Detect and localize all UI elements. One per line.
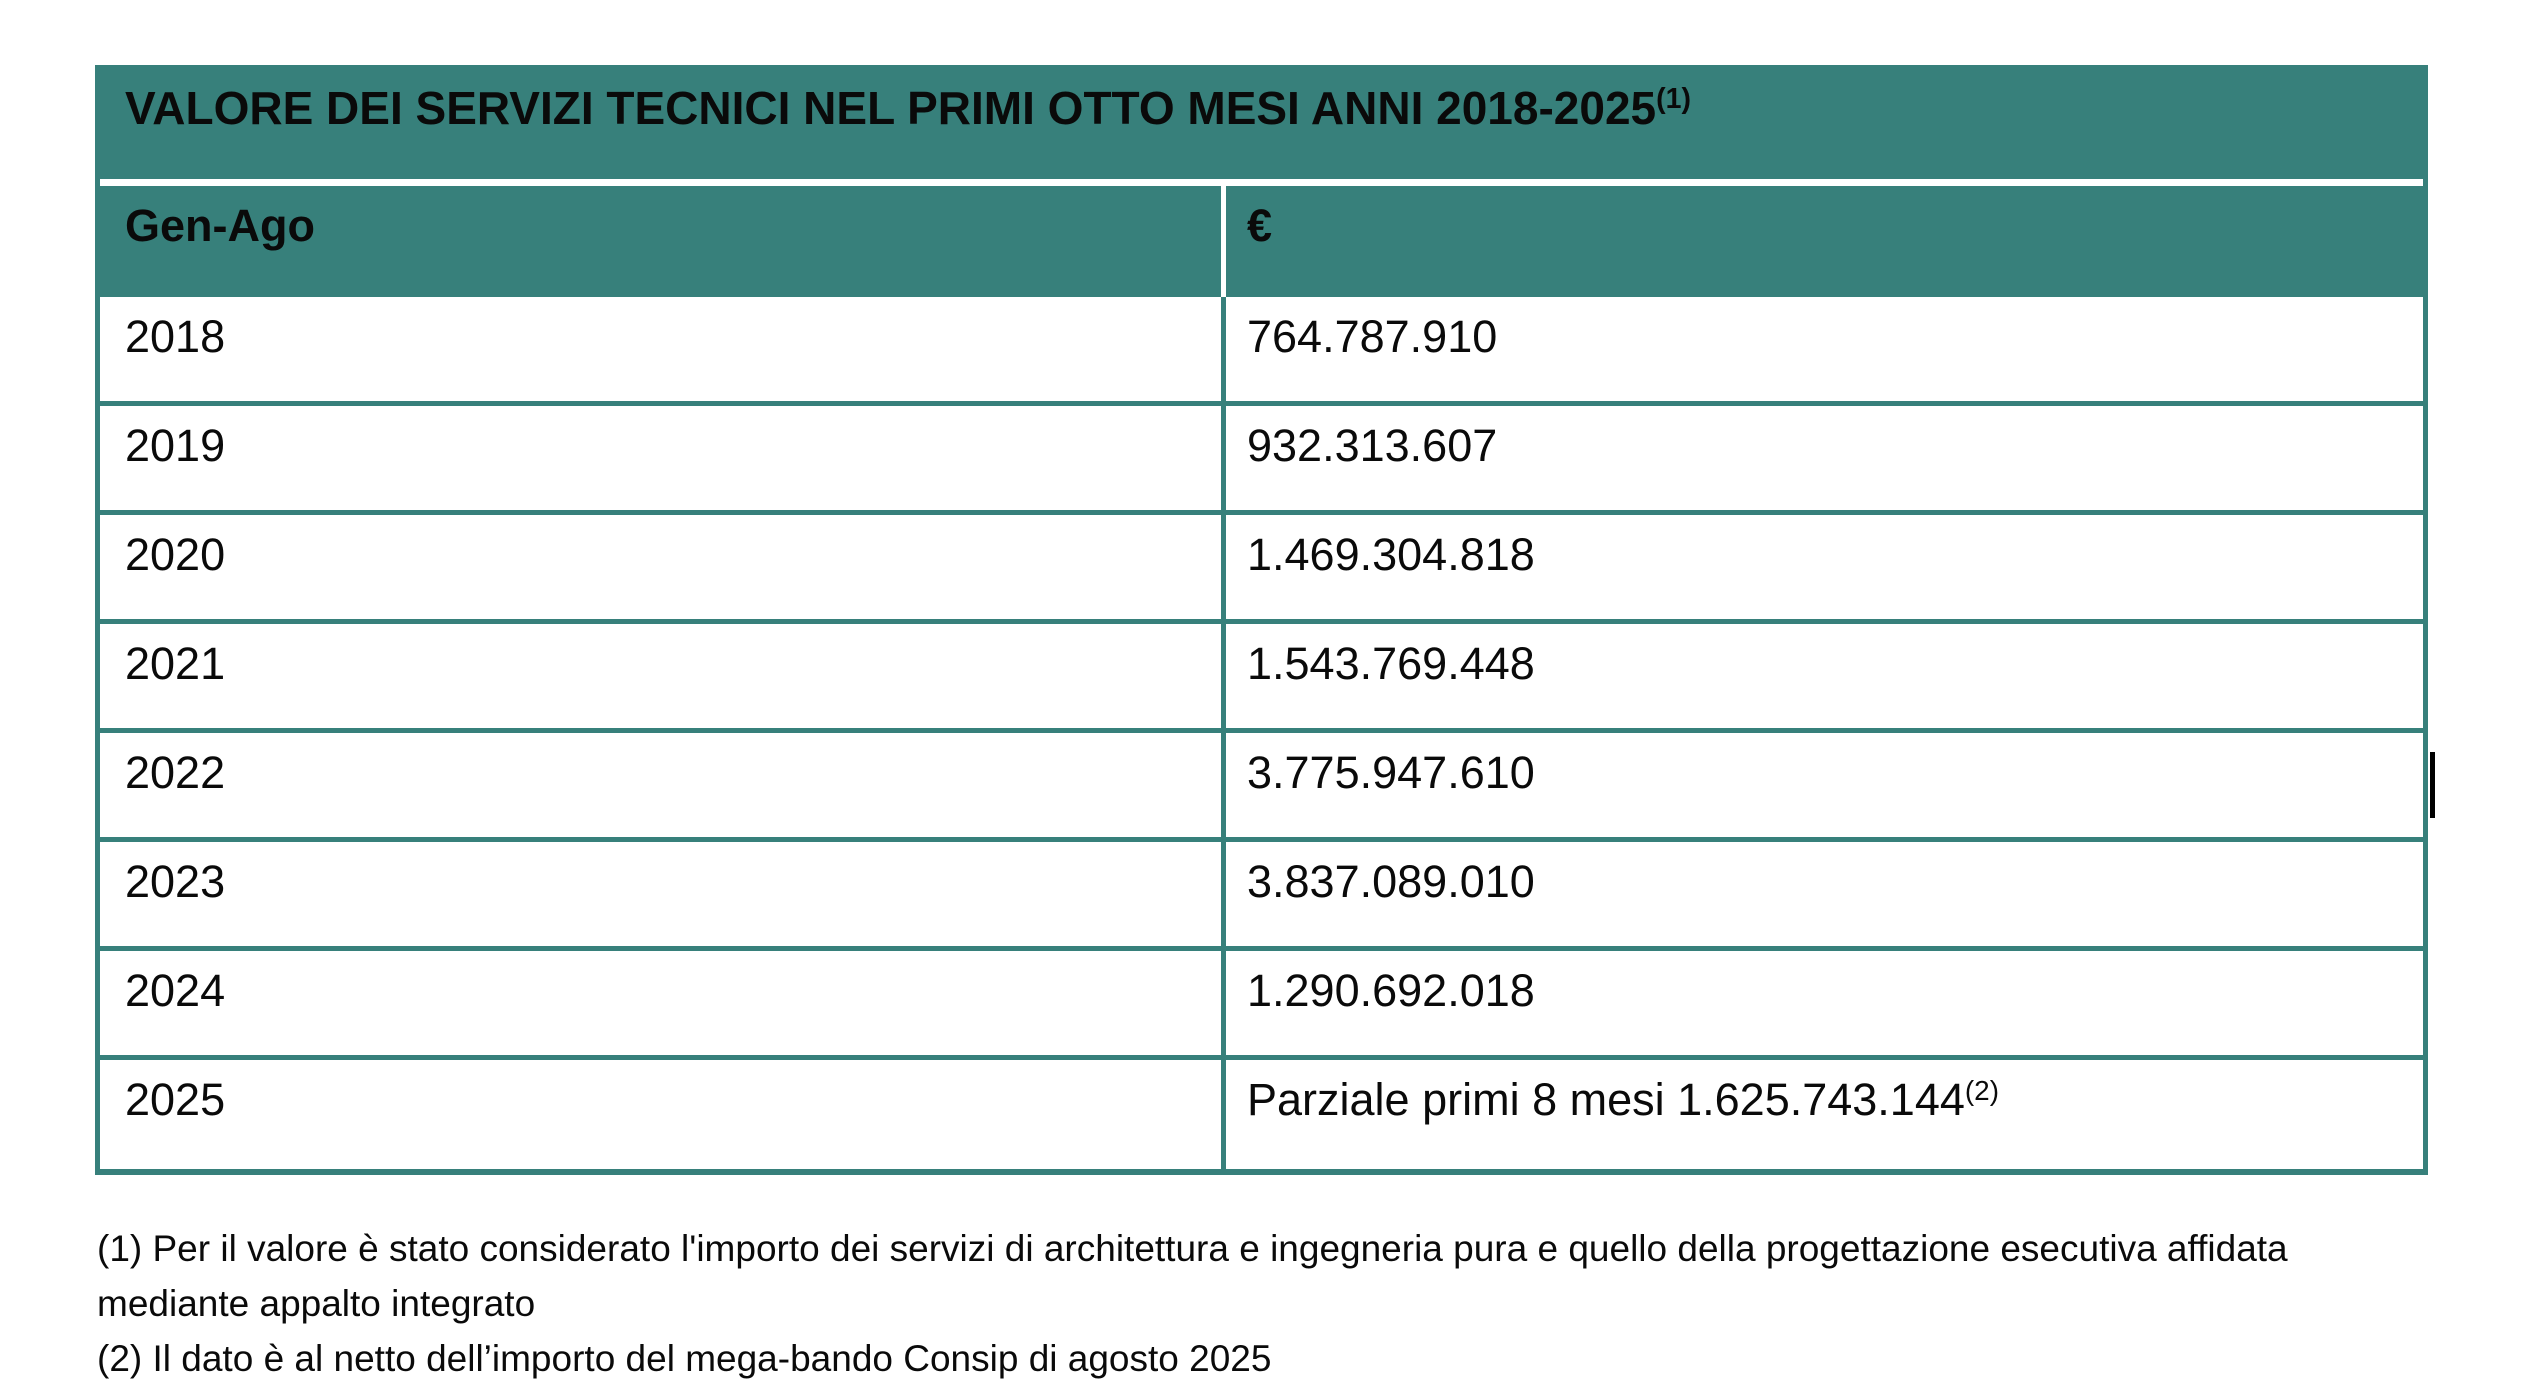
footnote-line[interactable]: (1) Per il valore è stato considerato l'… [97, 1228, 2288, 1269]
table-row: 2024 1.290.692.018 [100, 951, 2423, 1060]
table-title: VALORE DEI SERVIZI TECNICI NEL PRIMI OTT… [125, 82, 1657, 134]
cell-year[interactable]: 2023 [100, 842, 1226, 946]
cell-amount-text: Parziale primi 8 mesi 1.625.743.144 [1247, 1074, 1965, 1125]
footnote-line[interactable]: (2) Il dato è al netto dell’importo del … [97, 1338, 1272, 1379]
cell-year[interactable]: 2022 [100, 733, 1226, 837]
column-header-amount[interactable]: € [1247, 200, 1273, 251]
footnotes: (1) Per il valore è stato considerato l'… [97, 1221, 2288, 1382]
cell-year[interactable]: 2024 [100, 951, 1226, 1055]
cell-amount[interactable]: Parziale primi 8 mesi 1.625.743.144(2) [1226, 1060, 2423, 1169]
cell-year[interactable]: 2018 [100, 297, 1226, 401]
cell-year[interactable]: 2025 [100, 1060, 1226, 1169]
table-title-bar[interactable]: VALORE DEI SERVIZI TECNICI NEL PRIMI OTT… [100, 65, 2423, 179]
table-row: 2025 Parziale primi 8 mesi 1.625.743.144… [100, 1060, 2423, 1169]
table-row: 2023 3.837.089.010 [100, 842, 2423, 951]
cell-year[interactable]: 2019 [100, 406, 1226, 510]
cell-amount[interactable]: 764.787.910 [1247, 311, 1498, 362]
cell-year[interactable]: 2020 [100, 515, 1226, 619]
table-row: 2021 1.543.769.448 [100, 624, 2423, 733]
cell-amount[interactable]: 932.313.607 [1247, 420, 1498, 471]
table-header-row: Gen-Ago € [100, 186, 2423, 297]
services-value-table: VALORE DEI SERVIZI TECNICI NEL PRIMI OTT… [95, 65, 2428, 1175]
table-row: 2018 764.787.910 [100, 297, 2423, 406]
cell-amount[interactable]: 1.543.769.448 [1247, 638, 1535, 689]
column-header-period[interactable]: Gen-Ago [100, 186, 1226, 297]
footnote-line[interactable]: mediante appalto integrato [97, 1283, 536, 1324]
cell-year[interactable]: 2021 [100, 624, 1226, 728]
cell-amount[interactable]: 3.775.947.610 [1247, 747, 1535, 798]
table-row: 2022 3.775.947.610 [100, 733, 2423, 842]
title-footnote-marker: (1) [1656, 83, 1691, 116]
title-separator [100, 179, 2423, 186]
cell-amount[interactable]: 1.290.692.018 [1247, 965, 1535, 1016]
value-footnote-marker: (2) [1964, 1074, 1999, 1106]
table-row: 2020 1.469.304.818 [100, 515, 2423, 624]
cell-amount[interactable]: 1.469.304.818 [1247, 529, 1535, 580]
text-cursor [2430, 752, 2435, 818]
cell-amount[interactable]: 3.837.089.010 [1247, 856, 1535, 907]
table-row: 2019 932.313.607 [100, 406, 2423, 515]
